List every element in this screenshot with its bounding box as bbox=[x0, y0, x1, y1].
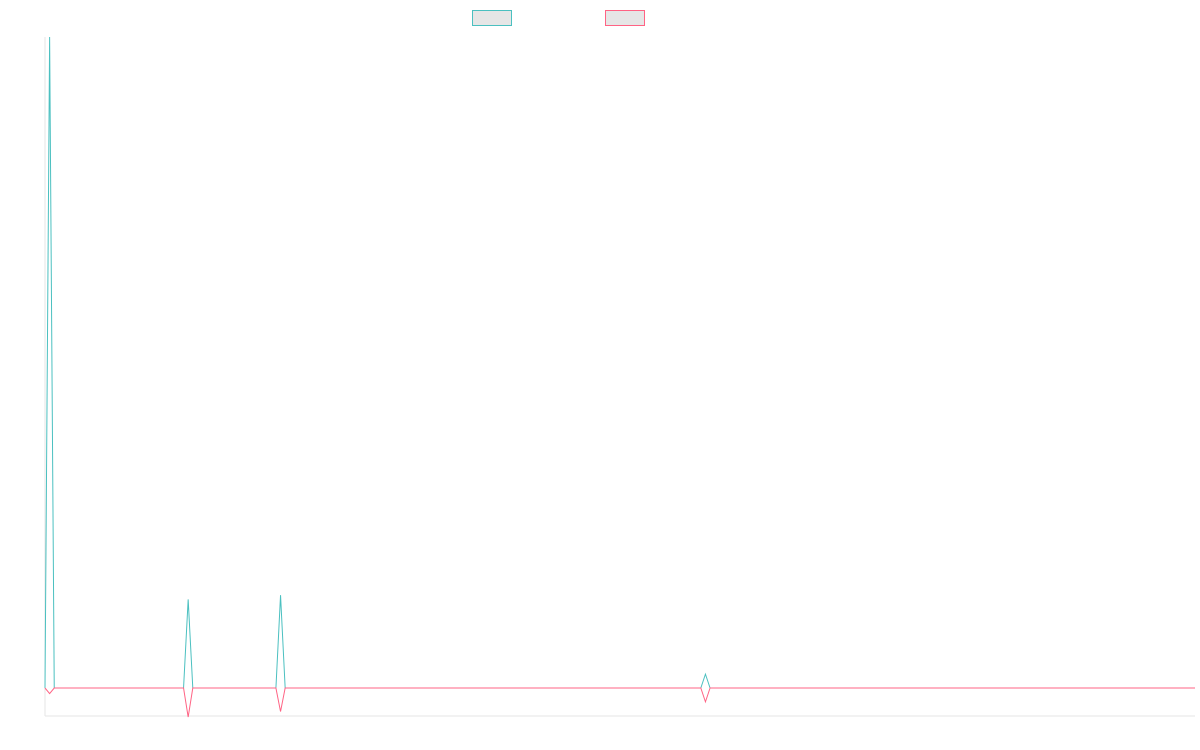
legend-swatch-2[interactable] bbox=[605, 10, 645, 26]
series-line-1 bbox=[44, 36, 1195, 689]
legend bbox=[472, 10, 645, 26]
series-layer bbox=[44, 36, 1195, 718]
series-line-2 bbox=[44, 687, 1195, 718]
legend-swatch-1[interactable] bbox=[472, 10, 512, 26]
axes bbox=[44, 37, 1195, 717]
